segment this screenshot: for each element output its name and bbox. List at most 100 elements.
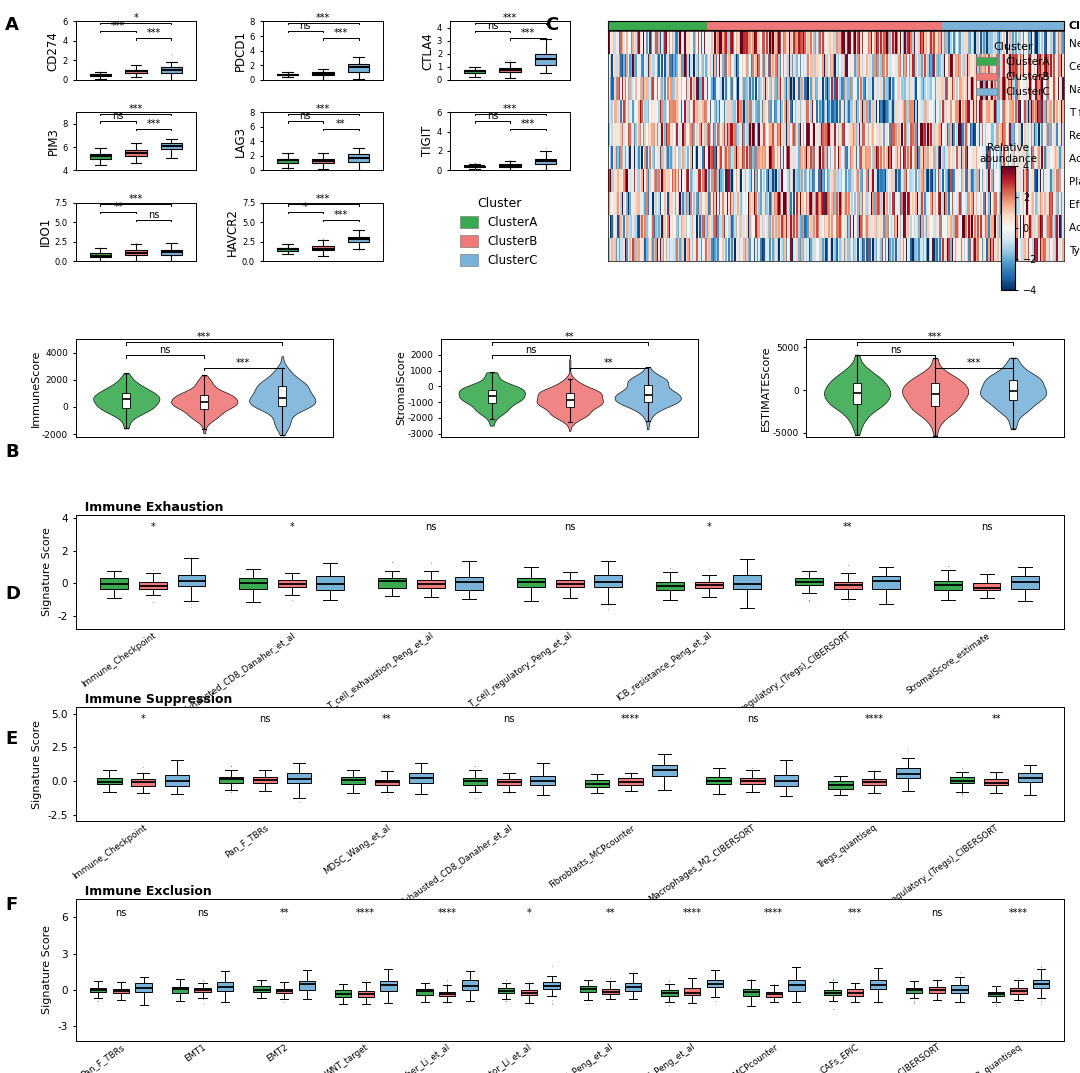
PathPatch shape <box>795 578 823 586</box>
Text: ***: *** <box>503 13 517 24</box>
PathPatch shape <box>90 987 107 993</box>
PathPatch shape <box>853 383 861 403</box>
Text: ****: **** <box>621 714 640 724</box>
PathPatch shape <box>100 578 129 588</box>
PathPatch shape <box>556 579 583 587</box>
Text: ***: *** <box>967 357 982 368</box>
PathPatch shape <box>1009 380 1017 400</box>
PathPatch shape <box>535 159 556 164</box>
Text: Immune Exclusion: Immune Exclusion <box>76 885 212 898</box>
PathPatch shape <box>1011 576 1039 589</box>
Text: ns: ns <box>116 908 126 917</box>
PathPatch shape <box>652 765 677 776</box>
Text: ns: ns <box>259 714 271 724</box>
PathPatch shape <box>987 991 1004 996</box>
PathPatch shape <box>774 775 798 785</box>
PathPatch shape <box>684 988 700 995</box>
Text: *: * <box>289 521 294 531</box>
Text: *: * <box>134 13 138 24</box>
Text: ****: **** <box>1009 908 1028 917</box>
PathPatch shape <box>740 778 765 784</box>
Text: ***: *** <box>147 119 161 129</box>
PathPatch shape <box>530 776 555 785</box>
Legend: ClusterA, ClusterB, ClusterC: ClusterA, ClusterB, ClusterC <box>950 558 1038 627</box>
Y-axis label: LAG3: LAG3 <box>234 126 247 157</box>
Text: A: A <box>5 16 19 34</box>
PathPatch shape <box>299 981 315 990</box>
PathPatch shape <box>644 384 651 402</box>
Title: Relative
abundance: Relative abundance <box>980 143 1037 164</box>
PathPatch shape <box>706 980 723 987</box>
Text: Immune Exhaustion: Immune Exhaustion <box>76 501 224 514</box>
Text: D: D <box>5 585 21 603</box>
PathPatch shape <box>378 578 406 588</box>
Text: ***: *** <box>237 357 251 368</box>
Text: ns: ns <box>564 521 576 531</box>
Legend: ClusterA, ClusterB, ClusterC: ClusterA, ClusterB, ClusterC <box>972 38 1054 101</box>
PathPatch shape <box>603 989 619 995</box>
PathPatch shape <box>1032 980 1050 988</box>
PathPatch shape <box>973 583 1000 590</box>
PathPatch shape <box>543 982 559 989</box>
PathPatch shape <box>788 980 805 990</box>
PathPatch shape <box>380 981 396 990</box>
Text: **: ** <box>113 202 123 212</box>
Text: ***: *** <box>316 13 330 24</box>
PathPatch shape <box>90 153 111 159</box>
PathPatch shape <box>951 985 968 993</box>
PathPatch shape <box>312 246 334 250</box>
PathPatch shape <box>657 583 684 590</box>
PathPatch shape <box>139 583 166 589</box>
PathPatch shape <box>497 779 521 784</box>
PathPatch shape <box>201 395 208 409</box>
Text: ***: *** <box>928 333 942 342</box>
Text: *: * <box>706 521 711 531</box>
PathPatch shape <box>456 577 483 590</box>
Y-axis label: Signature Score: Signature Score <box>32 720 42 809</box>
PathPatch shape <box>584 780 609 787</box>
PathPatch shape <box>694 582 723 588</box>
Text: ****: **** <box>437 908 457 917</box>
Text: ***: *** <box>334 28 348 39</box>
PathPatch shape <box>462 981 478 990</box>
PathPatch shape <box>357 990 374 997</box>
Y-axis label: PIM3: PIM3 <box>46 128 59 156</box>
Y-axis label: Signature Score: Signature Score <box>42 528 52 616</box>
Text: *: * <box>140 714 146 724</box>
PathPatch shape <box>625 983 642 990</box>
PathPatch shape <box>279 386 286 407</box>
Text: ns: ns <box>112 112 124 121</box>
Text: **: ** <box>280 908 288 917</box>
Y-axis label: CD274: CD274 <box>46 31 59 71</box>
Text: E: E <box>5 730 17 748</box>
Text: B: B <box>5 443 19 461</box>
PathPatch shape <box>348 63 369 72</box>
PathPatch shape <box>499 164 521 167</box>
Text: *: * <box>150 521 156 531</box>
Text: C: C <box>545 16 558 34</box>
PathPatch shape <box>934 580 962 589</box>
Text: Immune Suppression: Immune Suppression <box>76 693 232 706</box>
PathPatch shape <box>125 70 147 73</box>
PathPatch shape <box>906 988 922 993</box>
PathPatch shape <box>165 775 189 785</box>
PathPatch shape <box>341 777 365 783</box>
Text: ***: *** <box>521 119 535 129</box>
Text: F: F <box>5 896 17 914</box>
PathPatch shape <box>348 237 369 241</box>
PathPatch shape <box>733 575 761 589</box>
Y-axis label: HAVCR2: HAVCR2 <box>226 208 239 255</box>
Text: ns: ns <box>503 714 514 724</box>
PathPatch shape <box>580 986 596 993</box>
PathPatch shape <box>253 777 278 783</box>
PathPatch shape <box>90 253 111 258</box>
PathPatch shape <box>619 778 643 785</box>
Text: ***: *** <box>503 104 517 114</box>
Text: ***: *** <box>316 104 330 114</box>
PathPatch shape <box>464 165 485 167</box>
Y-axis label: ImmuneScore: ImmuneScore <box>30 349 40 427</box>
PathPatch shape <box>931 383 939 406</box>
PathPatch shape <box>97 778 122 784</box>
PathPatch shape <box>312 159 334 163</box>
Y-axis label: ESTIMATEScore: ESTIMATEScore <box>761 346 771 430</box>
